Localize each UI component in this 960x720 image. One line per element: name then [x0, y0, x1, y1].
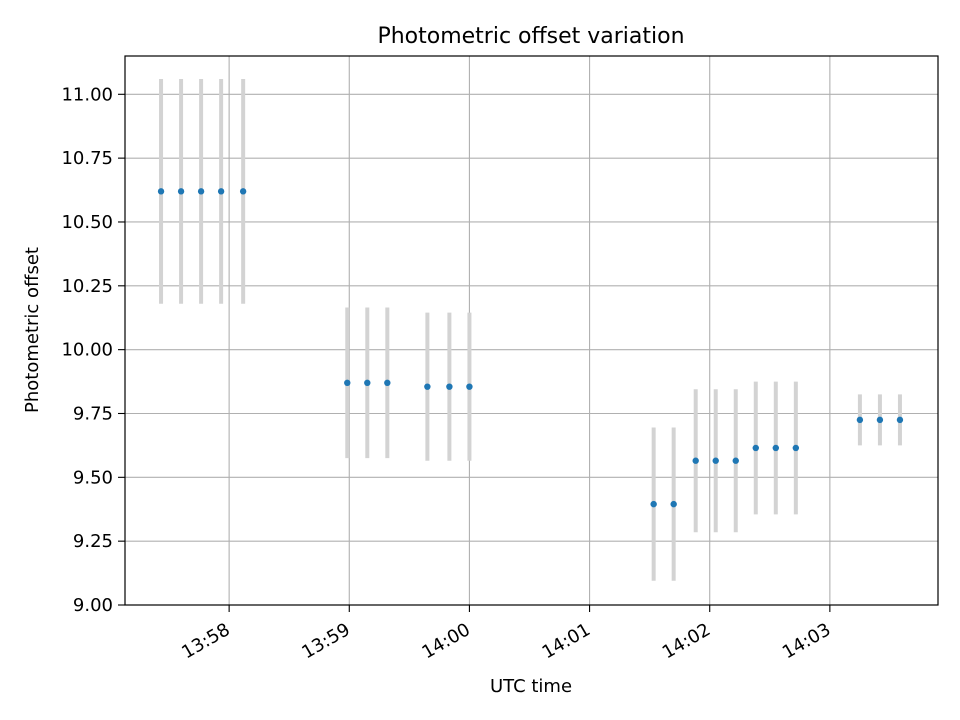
y-tick-label: 9.75: [73, 403, 113, 424]
data-point: [384, 379, 391, 387]
y-tick-label: 9.50: [73, 467, 113, 488]
x-axis-label: UTC time: [490, 676, 572, 697]
data-point: [446, 383, 453, 390]
data-point: [217, 188, 225, 195]
data-point: [792, 444, 800, 452]
y-tick-label: 9.25: [73, 531, 113, 552]
y-axis-label: Photometric offset: [22, 247, 43, 413]
data-point: [364, 379, 371, 387]
y-tick-label: 11.00: [61, 84, 113, 105]
chart-title: Photometric offset variation: [377, 24, 684, 49]
data-point: [752, 444, 759, 452]
data-point: [712, 457, 719, 464]
data-point: [692, 457, 699, 464]
data-point: [772, 444, 780, 452]
grid: [125, 56, 938, 606]
data-point: [424, 383, 431, 390]
data-point: [732, 457, 739, 464]
plot-frame: [124, 55, 939, 606]
y-tick-label: 10.00: [61, 340, 113, 361]
data-point: [856, 416, 864, 424]
y-tick-label: 9.00: [73, 595, 113, 616]
data-point: [896, 416, 904, 424]
y-tick-label: 10.25: [61, 276, 113, 297]
y-tick-label: 10.75: [61, 148, 113, 169]
data-point: [466, 383, 473, 390]
y-axis: 9.00 9.25 9.50 9.75 10.00 10.25 10.50 10.75 11.0…: [61, 84, 125, 616]
data-point: [157, 188, 165, 195]
data-point: [197, 188, 205, 195]
data-point: [650, 500, 657, 508]
data-point: [876, 416, 884, 424]
data-point: [177, 188, 185, 195]
data-point: [344, 379, 351, 387]
data-points: [157, 188, 904, 508]
y-tick-label: 10.50: [61, 212, 113, 233]
data-point: [670, 500, 677, 508]
data-point: [239, 188, 247, 195]
